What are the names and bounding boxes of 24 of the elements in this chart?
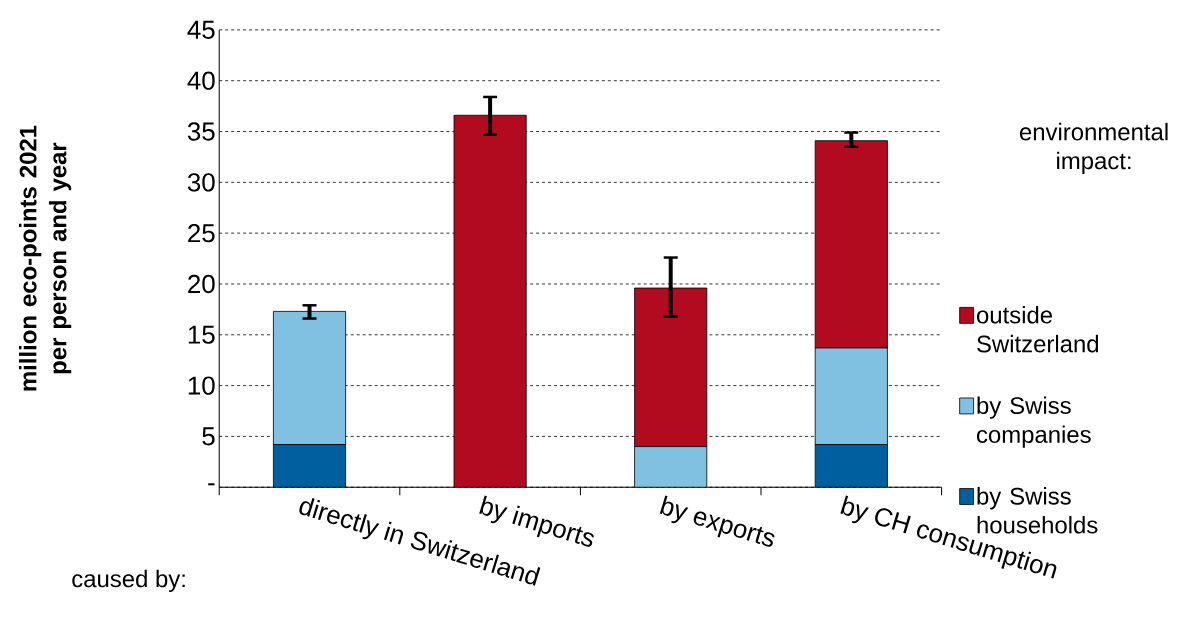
bar <box>814 444 888 488</box>
bar <box>272 311 347 446</box>
y-tick-label: 30 <box>187 173 215 192</box>
legend-label: outside Switzerland <box>976 306 1099 353</box>
y-tick-label: 45 <box>187 20 215 40</box>
bar <box>634 287 708 448</box>
y-tick-label: 35 <box>187 122 215 141</box>
y-tick-label: 25 <box>188 224 215 243</box>
y-axis-title: million eco-points 2021 per person and year <box>19 125 72 391</box>
y-tick-label: - <box>208 483 215 486</box>
bar <box>634 446 707 488</box>
legend-title: environmental impact: <box>1019 122 1168 175</box>
x-tick-label: by exports <box>659 495 775 547</box>
bar <box>453 115 527 488</box>
text: caused by: <box>72 569 185 593</box>
y-tick-label: 10 <box>188 376 215 395</box>
bar <box>814 347 888 446</box>
y-tick-label: 20 <box>188 274 215 294</box>
y-tick-label: 15 <box>188 325 215 344</box>
y-tick-label: 5 <box>202 427 215 446</box>
bar <box>273 444 346 488</box>
bar <box>814 140 888 349</box>
legend-label: by Swiss companies <box>977 396 1091 448</box>
y-tick-label: 40 <box>187 71 215 90</box>
